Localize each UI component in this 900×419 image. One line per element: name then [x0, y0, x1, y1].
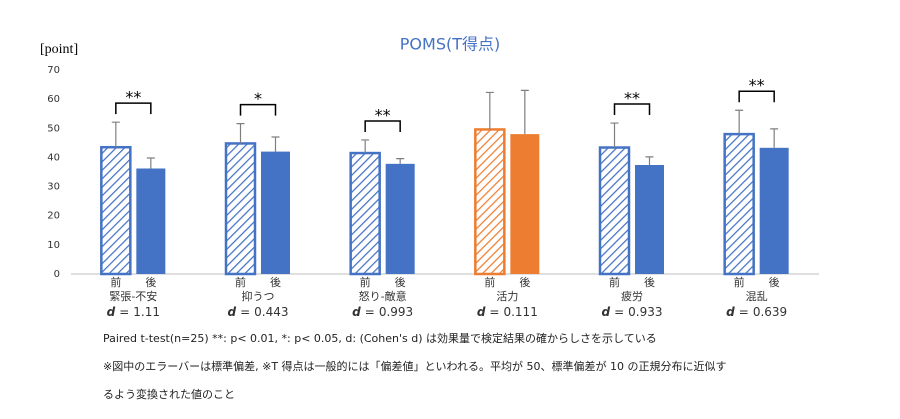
y-tick-label: 20 — [47, 211, 60, 222]
error-bar — [396, 157, 405, 164]
condition-label: 後 — [769, 275, 780, 289]
y-axis-label: [point] — [40, 42, 78, 57]
effect-size: 0.111 — [503, 305, 537, 319]
bar — [136, 168, 166, 274]
effect-size-label: d = 1.11 — [107, 305, 160, 319]
error-bar — [735, 109, 744, 135]
error-bar — [645, 156, 654, 166]
error-bar — [111, 121, 120, 148]
error-bar — [236, 123, 245, 144]
effect-equals: = — [119, 305, 129, 319]
bar — [349, 151, 381, 276]
significance-label: ** — [375, 105, 391, 124]
significance-label: * — [254, 89, 262, 108]
effect-size: 1.11 — [133, 305, 160, 319]
y-tick-label: 10 — [47, 240, 60, 251]
y-tick-label: 60 — [47, 94, 60, 105]
effect-symbol: d — [352, 305, 361, 319]
x-tick-label: 怒り-敵意 — [359, 289, 407, 303]
y-tick-label: 70 — [47, 65, 60, 76]
condition-label: 前 — [609, 275, 620, 289]
significance-bracket — [115, 102, 152, 115]
significance-bracket — [364, 120, 401, 132]
condition-label: 後 — [519, 275, 530, 289]
effect-equals: = — [739, 305, 749, 319]
bar — [224, 142, 257, 276]
y-tick-label: 0 — [54, 269, 60, 280]
effect-size-label: d = 0.111 — [477, 305, 538, 319]
effect-size: 0.443 — [254, 305, 288, 319]
condition-label: 後 — [145, 275, 156, 289]
effect-size: 0.933 — [628, 305, 662, 319]
effect-equals: = — [489, 305, 499, 319]
effect-equals: = — [240, 305, 250, 319]
condition-label: 後 — [644, 275, 655, 289]
condition-label: 前 — [110, 275, 121, 289]
bar — [598, 146, 631, 276]
significance-label: ** — [624, 89, 640, 108]
effect-size-label: d = 0.993 — [352, 305, 413, 319]
error-bar — [146, 157, 155, 169]
effect-symbol: d — [601, 305, 610, 319]
x-tick-label: 抑うつ — [242, 289, 275, 303]
effect-equals: = — [365, 305, 375, 319]
y-tick-label: 50 — [47, 123, 60, 134]
error-bar — [520, 89, 529, 135]
effect-size-label: d = 0.933 — [601, 305, 662, 319]
condition-label: 前 — [360, 275, 371, 289]
condition-label: 前 — [484, 275, 495, 289]
effect-equals: = — [614, 305, 624, 319]
effect-symbol: d — [726, 305, 735, 319]
condition-label: 後 — [270, 275, 281, 289]
x-tick-label: 活力 — [496, 290, 518, 303]
y-tick-label: 30 — [47, 182, 60, 193]
bar — [510, 134, 540, 274]
error-bar — [361, 139, 370, 154]
condition-label: 後 — [395, 275, 406, 289]
condition-label: 前 — [235, 275, 246, 289]
x-tick-label: 疲労 — [621, 289, 643, 303]
bar — [723, 132, 755, 276]
error-bar — [610, 122, 619, 148]
error-bar — [770, 128, 779, 148]
error-bar — [271, 136, 280, 152]
x-tick-label: 緊張-不安 — [109, 289, 157, 303]
effect-size: 0.993 — [379, 305, 413, 319]
condition-label: 前 — [734, 275, 745, 289]
effect-symbol: d — [227, 305, 236, 319]
error-bar — [485, 91, 494, 130]
significance-bracket — [239, 103, 277, 116]
significance-bracket — [738, 90, 775, 103]
bar — [474, 128, 506, 276]
y-tick-label: 40 — [47, 152, 60, 163]
significance-label: ** — [125, 88, 141, 107]
significance-label: ** — [749, 76, 765, 95]
effect-symbol: d — [107, 305, 116, 319]
significance-bracket — [613, 103, 651, 116]
bar — [385, 163, 415, 274]
note: るよう変換された値のこと — [103, 387, 235, 401]
bar — [261, 151, 290, 274]
effect-size: 0.639 — [753, 305, 787, 319]
effect-symbol: d — [477, 305, 486, 319]
chart-title: POMS(T得点) — [400, 35, 500, 54]
note: ※図中のエラーバーは標準偏差, ※T 得点は一般的には「偏差値」といわれる。平均… — [103, 359, 726, 373]
bar — [100, 145, 132, 276]
effect-size-label: d = 0.639 — [726, 305, 787, 319]
x-tick-label: 混乱 — [746, 290, 768, 303]
note: Paired t-test(n=25) **: p< 0.01, *: p< 0… — [103, 331, 657, 345]
bar — [635, 165, 664, 274]
bar — [759, 147, 789, 274]
effect-size-label: d = 0.443 — [227, 305, 288, 319]
